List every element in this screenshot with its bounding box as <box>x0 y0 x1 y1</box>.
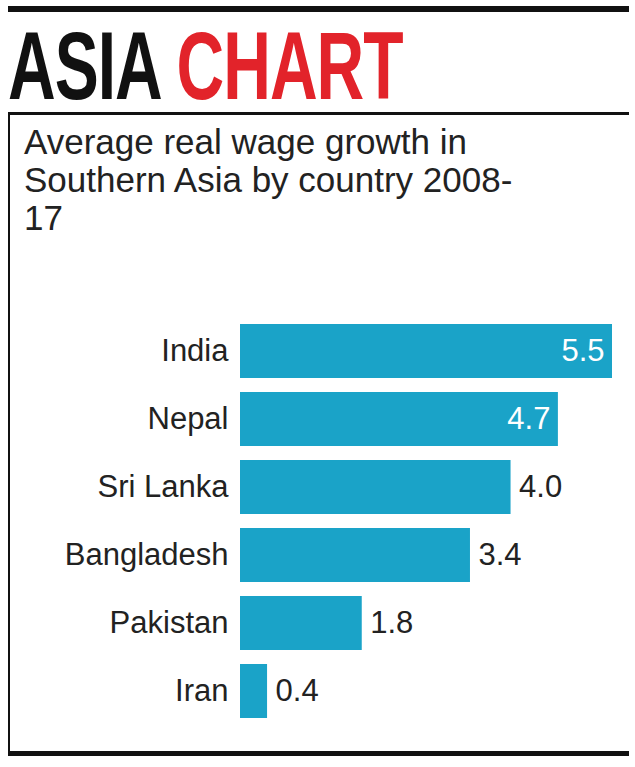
svg-text:0.4: 0.4 <box>276 673 319 708</box>
svg-text:4.7: 4.7 <box>507 401 550 436</box>
svg-text:Nepal: Nepal <box>148 401 229 436</box>
svg-text:1.8: 1.8 <box>370 605 413 640</box>
html-text:Average real wage growth in So: Average real wage growth in Southern Asi… <box>24 122 513 237</box>
svg-text:Sri Lanka: Sri Lanka <box>98 469 230 504</box>
svg-text:Iran: Iran <box>175 673 228 708</box>
svg-text:5.5: 5.5 <box>561 333 604 368</box>
svg-text:4.0: 4.0 <box>519 469 562 504</box>
svg-text:Pakistan: Pakistan <box>110 605 229 640</box>
svg-text:3.4: 3.4 <box>478 537 521 572</box>
svg-text:Bangladesh: Bangladesh <box>65 537 229 572</box>
html-text:ASIA CHART: ASIA CHART <box>8 12 403 120</box>
svg-text:India: India <box>161 333 229 368</box>
